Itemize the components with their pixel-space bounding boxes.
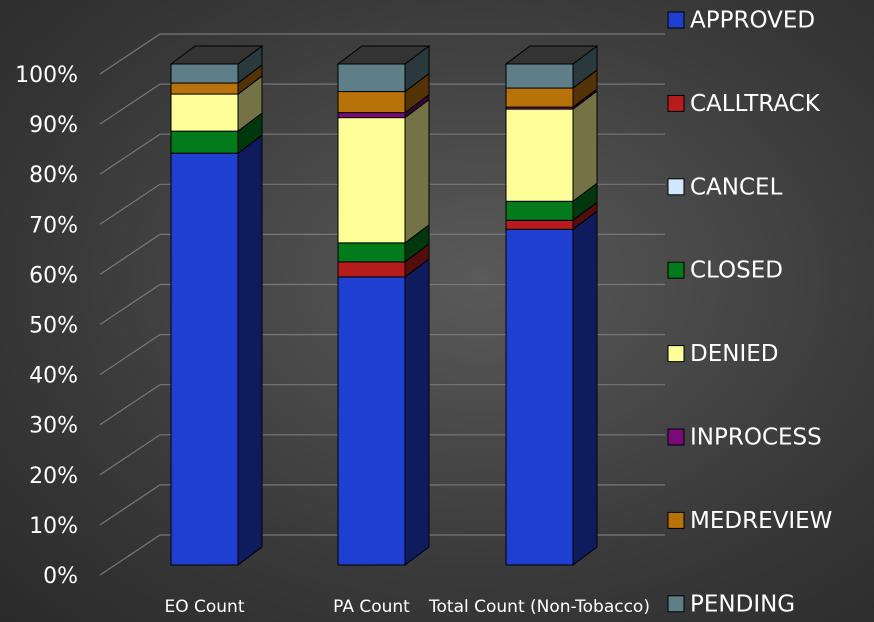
bar-segment: [337, 117, 406, 244]
bar-segment: [337, 63, 406, 93]
grid-line: [99, 183, 665, 225]
legend-swatch: [667, 11, 685, 29]
legend-swatch: [667, 511, 685, 529]
grid-line: [99, 233, 665, 275]
bar-segment: [337, 261, 406, 278]
bar-segment: [505, 63, 574, 89]
grid-line: [99, 384, 665, 426]
legend-swatch: [667, 261, 685, 279]
legend-swatch: [667, 94, 685, 112]
y-tick-label: 80%: [29, 163, 78, 188]
x-tick-label: Total Count (Non-Tobacco): [428, 597, 650, 617]
bar-segment: [170, 152, 239, 566]
bar-side: [404, 257, 430, 566]
bar-segment: [337, 276, 406, 566]
y-tick-label: 30%: [29, 414, 78, 439]
bar-segment: [505, 228, 574, 566]
x-tick-label: PA Count: [333, 597, 410, 617]
y-tick-label: 0%: [43, 564, 78, 589]
legend-label: APPROVED: [690, 8, 815, 34]
grid-line: [99, 83, 665, 125]
bar-top: [504, 45, 599, 65]
x-tick-label: EO Count: [164, 597, 244, 617]
legend-label: CALLTRACK: [690, 91, 821, 117]
grid-line: [99, 484, 665, 526]
y-tick-label: 10%: [29, 514, 78, 539]
bar-top: [336, 45, 431, 65]
grid-line: [99, 133, 665, 175]
bar-segment: [505, 87, 574, 108]
bar-segment: [170, 63, 239, 84]
bar-segment: [337, 112, 406, 119]
legend-label: CLOSED: [690, 258, 783, 284]
bar-segment: [337, 242, 406, 263]
bar-segment: [505, 108, 574, 202]
legend-label: MEDREVIEW: [690, 508, 832, 534]
legend-label: CANCEL: [690, 174, 783, 200]
bar-segment: [170, 82, 239, 95]
bar-side: [572, 90, 598, 203]
legend-swatch: [667, 595, 685, 613]
y-tick-label: 90%: [29, 113, 78, 138]
legend-swatch: [667, 178, 685, 196]
bar-side: [237, 134, 263, 566]
bar-side: [404, 98, 430, 244]
y-tick-label: 70%: [29, 213, 78, 238]
legend-label: DENIED: [690, 341, 778, 367]
grid-line: [99, 534, 665, 576]
y-tick-label: 40%: [29, 364, 78, 389]
bar-segment: [170, 130, 239, 154]
bar-segment: [505, 219, 574, 230]
y-tick-label: 60%: [29, 263, 78, 288]
y-tick-label: 50%: [29, 314, 78, 339]
grid-line: [99, 33, 665, 75]
legend-label: INPROCESS: [690, 425, 822, 451]
legend-swatch: [667, 345, 685, 363]
y-tick-label: 100%: [15, 63, 78, 88]
y-tick-label: 20%: [29, 464, 78, 489]
bar-side: [572, 210, 598, 566]
grid-line: [99, 434, 665, 476]
bar-segment: [337, 91, 406, 114]
bar-segment: [505, 200, 574, 221]
legend-label: PENDING: [690, 591, 795, 617]
grid-line: [99, 334, 665, 376]
legend-swatch: [667, 428, 685, 446]
bar-segment: [170, 93, 239, 132]
bar-top: [169, 45, 264, 65]
grid-line: [99, 283, 665, 325]
